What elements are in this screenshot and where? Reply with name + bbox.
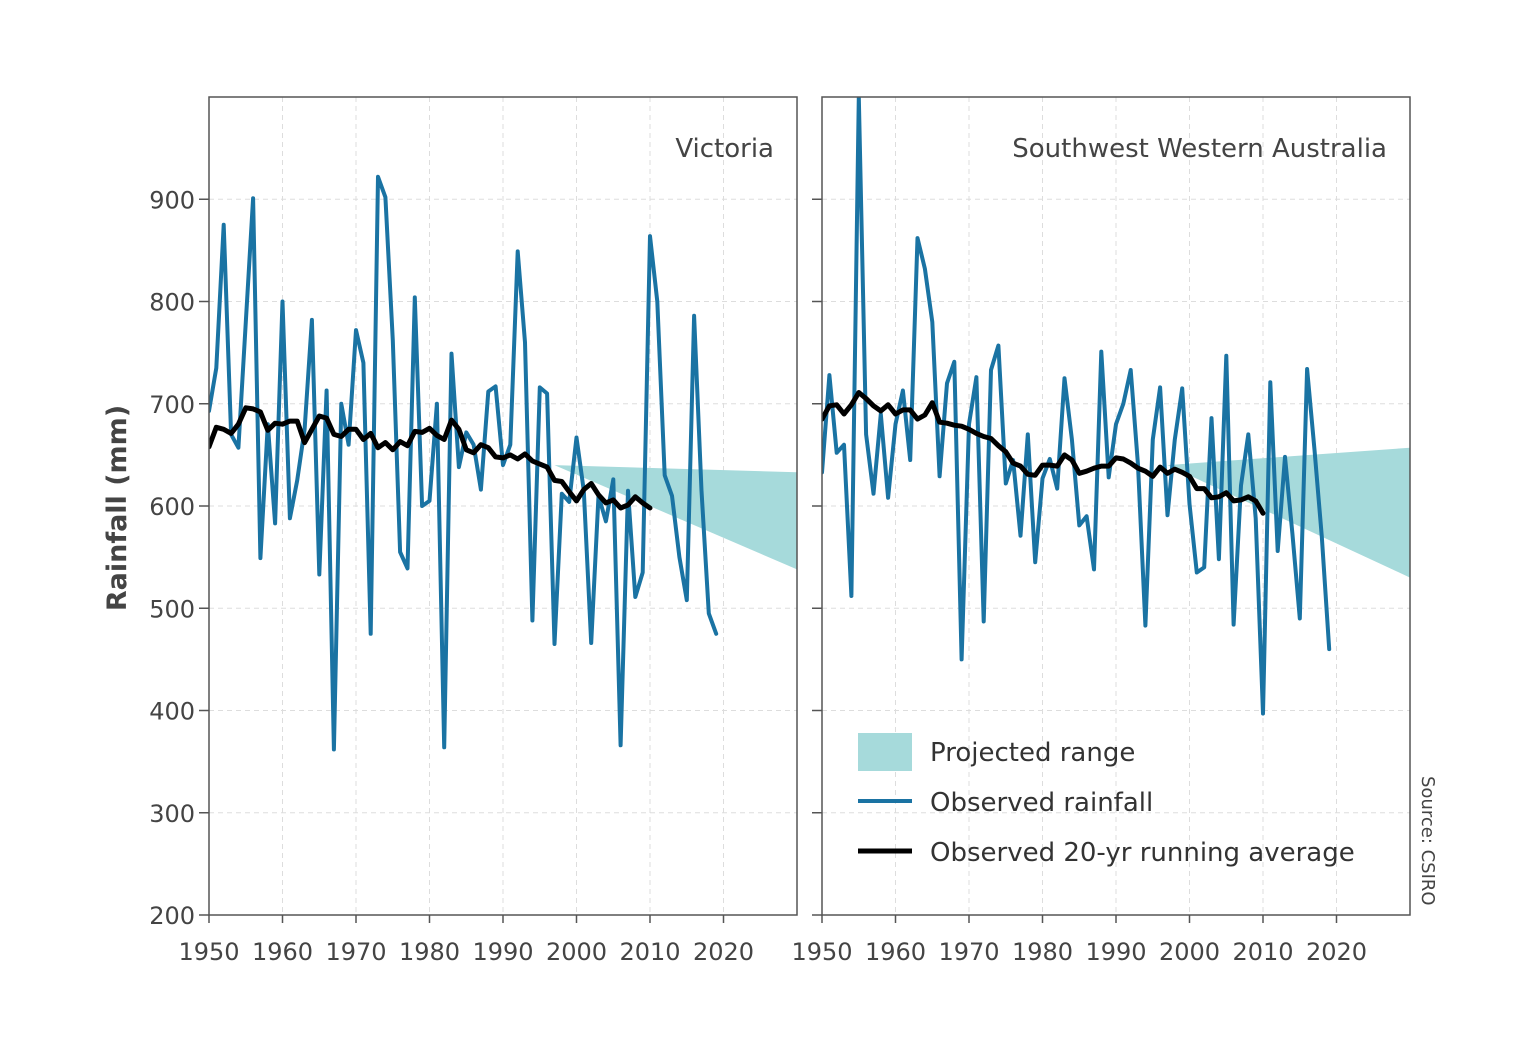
y-tick-label: 400 xyxy=(149,698,195,726)
legend: Projected range Observed rainfall Observ… xyxy=(858,733,1355,868)
x-tick-label: 1970 xyxy=(325,938,386,966)
y-tick-label: 600 xyxy=(149,493,195,521)
legend-projected-swatch xyxy=(858,733,912,771)
x-tick-label: 2020 xyxy=(1306,938,1367,966)
observed-rainfall-line xyxy=(822,97,1332,716)
legend-projected-label: Projected range xyxy=(930,738,1135,768)
southwest-wa-panel: 1950 1960 1970 1980 1990 2000 2010 2020 Southwes… xyxy=(791,96,1411,966)
y-tick-label: 700 xyxy=(149,391,195,419)
y-tick-label: 900 xyxy=(149,186,195,214)
victoria-panel: 200 300 400 500 600 700 800 900 1950 1960 1970 1980… xyxy=(149,96,798,966)
x-tick-label: 1980 xyxy=(399,938,460,966)
x-tick-label: 1990 xyxy=(472,938,533,966)
x-tick-label: 2000 xyxy=(546,938,607,966)
legend-observed-label: Observed rainfall xyxy=(930,788,1153,818)
panel-title: Southwest Western Australia xyxy=(1012,134,1387,164)
running-average-line xyxy=(209,405,653,511)
x-tick-label: 2020 xyxy=(693,938,754,966)
x-tick-label: 2010 xyxy=(1232,938,1293,966)
x-tick-label: 2000 xyxy=(1159,938,1220,966)
x-tick-label: 1990 xyxy=(1085,938,1146,966)
x-tick-label: 1970 xyxy=(938,938,999,966)
legend-average-label: Observed 20-yr running average xyxy=(930,838,1355,868)
plot-area xyxy=(209,174,797,752)
y-tick-label: 300 xyxy=(149,800,195,828)
x-tick-label: 1950 xyxy=(178,938,239,966)
y-tick-label: 800 xyxy=(149,289,195,317)
y-tick-label: 500 xyxy=(149,595,195,623)
x-tick-label: 1960 xyxy=(865,938,926,966)
running-average-line xyxy=(822,390,1266,516)
x-tick-label: 1950 xyxy=(791,938,852,966)
panel-title: Victoria xyxy=(675,134,774,164)
y-tick-label: 200 xyxy=(149,902,195,930)
plot-area xyxy=(822,97,1410,716)
x-tick-label: 1980 xyxy=(1012,938,1073,966)
observed-rainfall-line xyxy=(209,174,719,752)
x-tick-label: 2010 xyxy=(619,938,680,966)
x-tick-label: 1960 xyxy=(252,938,313,966)
y-axis-label: Rainfall (mm) xyxy=(102,405,133,611)
source-note: Source: CSIRO xyxy=(1417,776,1438,906)
